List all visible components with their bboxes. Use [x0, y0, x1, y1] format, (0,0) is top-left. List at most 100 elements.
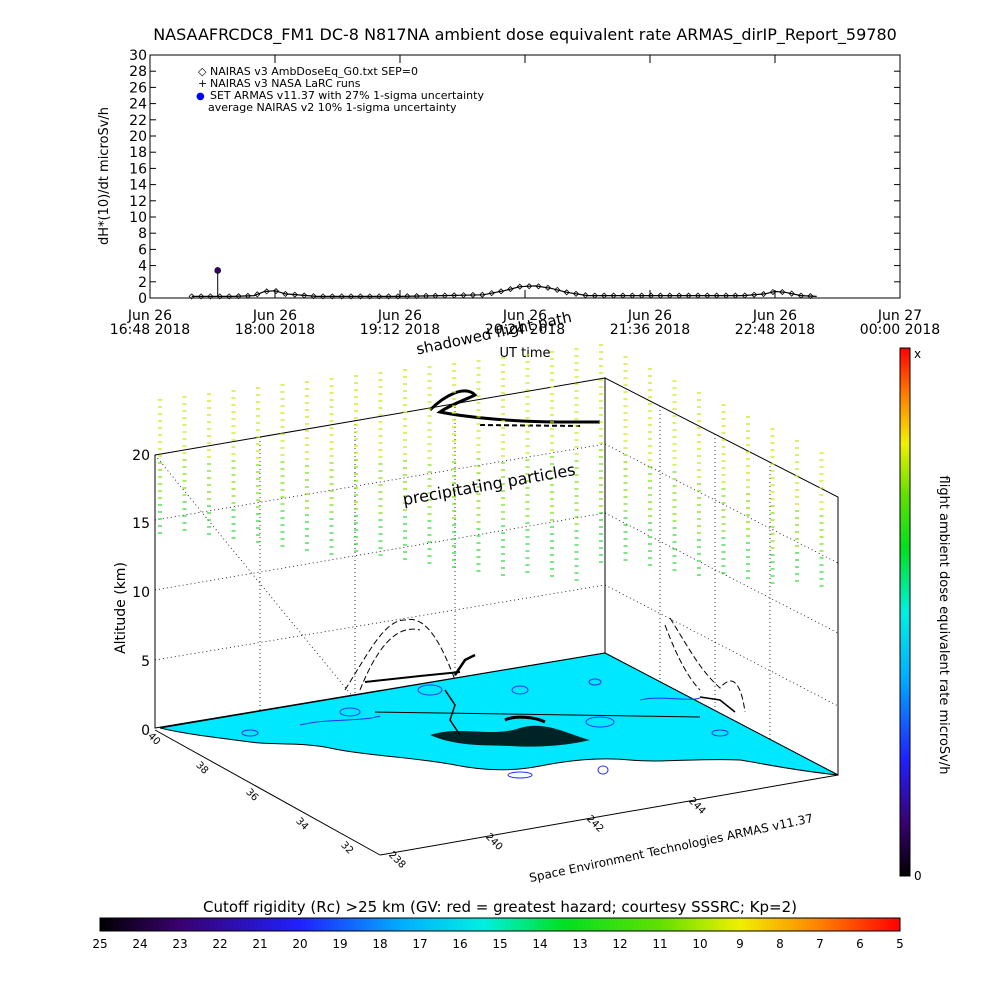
y-tick-label: 20 [129, 129, 147, 145]
credit-label: Space Environment Technologies ARMAS v11… [528, 811, 814, 885]
x-tick-label-date: Jun 26 [377, 308, 422, 324]
latitude-tick: 34 [293, 816, 310, 833]
series-marker [694, 292, 701, 299]
series-marker [263, 288, 270, 295]
x-tick-label-date: Jun 26 [127, 308, 172, 324]
cutoff-colorbar-gradient [99, 917, 901, 932]
series-marker [638, 292, 645, 299]
dose-colorbar: x 0 flight ambient dose equivalent rate … [899, 347, 951, 883]
series-marker [760, 290, 767, 298]
cutoff-tick-label: 18 [372, 937, 387, 951]
series-marker [732, 292, 739, 299]
series-marker [385, 293, 392, 300]
x-tick-label-date: Jun 27 [877, 308, 922, 324]
latitude-tick: 36 [243, 787, 260, 804]
series-marker [704, 292, 711, 299]
time-series-panel: NASAAFRCDC8_FM1 DC-8 N817NA ambient dose… [97, 25, 940, 361]
series-marker [563, 289, 570, 296]
series-marker [357, 293, 364, 300]
series-marker [413, 292, 420, 300]
altitude-tick: 15 [132, 516, 150, 532]
y-tick-label: 14 [129, 178, 147, 194]
x-tick-label-time: 16:48 2018 [110, 322, 190, 338]
cutoff-tick-label: 19 [332, 937, 347, 951]
series-marker [807, 292, 814, 300]
x-tick-label-date: Jun 26 [252, 308, 297, 324]
series-marker [713, 292, 720, 299]
series-marker [272, 287, 280, 295]
series-marker [329, 293, 336, 300]
altitude-tick: 20 [132, 448, 150, 464]
cutoff-tick-label: 21 [252, 937, 267, 951]
precipitating-particles [158, 344, 824, 587]
series-marker [394, 293, 401, 300]
contour-lines [241, 678, 729, 779]
legend-symbol: + [198, 77, 207, 90]
series-marker [282, 290, 289, 298]
colorbar-gradient [899, 347, 911, 877]
series-marker [497, 288, 505, 295]
cutoff-tick-label: 14 [532, 937, 547, 951]
x-axis-label: UT time [500, 346, 551, 361]
cutoff-tick-label: 20 [292, 937, 307, 951]
y-tick-label: 2 [138, 275, 147, 291]
nairas-series [188, 283, 817, 300]
altitude-tick: 10 [132, 585, 150, 601]
series-marker [676, 292, 683, 299]
altitude-profile [344, 617, 746, 713]
series-marker [769, 288, 776, 296]
series-marker [516, 283, 523, 290]
cutoff-tick-label: 10 [692, 937, 707, 951]
series-markers [188, 283, 814, 300]
series-marker [226, 293, 233, 300]
y-tick-label: 8 [138, 226, 147, 242]
legend-symbol: ● [196, 91, 205, 102]
series-marker [722, 292, 730, 299]
altitude-tick: 5 [141, 654, 150, 670]
y-tick-label: 18 [129, 145, 147, 161]
series-marker [291, 291, 298, 298]
longitude-tick: 240 [483, 832, 504, 853]
x-tick-label-time: 00:00 2018 [860, 322, 940, 338]
x-tick-label-time: 20:24 2018 [485, 322, 565, 338]
series-marker [376, 293, 383, 300]
cutoff-tick-label: 23 [172, 937, 187, 951]
series-marker [366, 293, 373, 300]
series-line [191, 285, 817, 297]
legend-entry: average NAIRAS v2 10% 1-sigma uncertaint… [208, 101, 457, 114]
legend-entry: NAIRAS v3 NASA LaRC runs [210, 77, 361, 90]
series-marker [591, 292, 598, 299]
cutoff-tick-label: 13 [572, 937, 587, 951]
cutoff-tick-label: 8 [776, 937, 784, 951]
series-marker [338, 293, 345, 300]
shadowed-path-dash [479, 424, 581, 427]
legend-entry: SET ARMAS v11.37 with 27% 1-sigma uncert… [210, 89, 484, 102]
y-tick-label: 28 [129, 64, 147, 80]
longitude-ticks: 238 240 242 244 [386, 796, 707, 871]
cutoff-colorbar-ticks: 25 24 23 22 21 20 19 18 17 16 15 14 13 12 11 10 9 8 7 6 5 [92, 937, 903, 951]
series-marker [666, 292, 673, 299]
series-marker [788, 290, 795, 297]
series-marker [619, 292, 626, 299]
series-marker [610, 292, 617, 299]
cutoff-tick-label: 24 [132, 937, 147, 951]
series-marker [235, 293, 242, 300]
y-tick-label: 24 [129, 97, 147, 113]
latitude-ticks: 40 38 36 34 32 [145, 731, 355, 857]
y-tick-label: 26 [129, 80, 147, 96]
series-marker [479, 291, 486, 298]
altitude-ticks: 0 5 10 15 20 [132, 448, 150, 739]
series-marker [319, 293, 326, 300]
cutoff-tick-label: 12 [612, 937, 627, 951]
cutoff-tick-label: 9 [736, 937, 744, 951]
series-marker [601, 292, 608, 299]
series-marker [488, 290, 495, 297]
series-marker [310, 293, 317, 300]
y-tick-label: 0 [138, 291, 147, 307]
series-marker [797, 292, 805, 299]
series-marker [207, 293, 214, 300]
cutoff-tick-label: 6 [856, 937, 864, 951]
